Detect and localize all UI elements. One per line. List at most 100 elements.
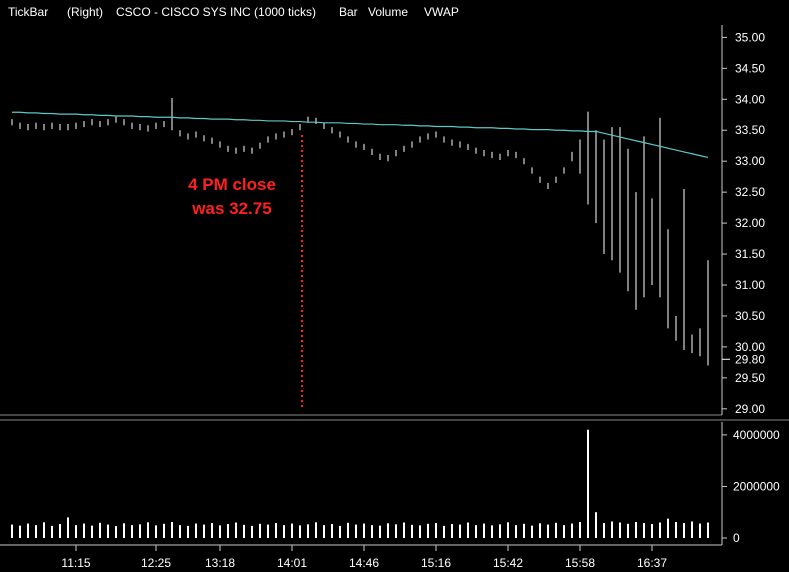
volume-bar xyxy=(483,523,485,538)
y-tick-label: 29.00 xyxy=(735,402,765,416)
volume-bar xyxy=(523,523,525,538)
volume-bar xyxy=(179,525,181,538)
volume-bar xyxy=(307,524,309,538)
volume-bar xyxy=(355,524,357,538)
y-tick-label: 30.00 xyxy=(735,340,765,354)
volume-bar xyxy=(611,521,613,538)
volume-bar xyxy=(515,525,517,538)
volume-bar xyxy=(275,523,277,538)
volume-bar xyxy=(643,523,645,538)
volume-bar xyxy=(91,525,93,538)
y-tick-label: 31.50 xyxy=(735,247,765,261)
volume-bar xyxy=(435,523,437,538)
volume-bar xyxy=(115,526,117,538)
volume-bar xyxy=(139,524,141,538)
volume-bar xyxy=(75,525,77,538)
volume-bar xyxy=(315,522,317,538)
x-tick-label: 11:15 xyxy=(61,556,90,570)
volume-bar xyxy=(203,524,205,538)
volume-bar xyxy=(507,522,509,538)
y-tick-label: 31.00 xyxy=(735,278,765,292)
volume-bar xyxy=(19,525,21,538)
volume-bar xyxy=(427,523,429,538)
volume-bar xyxy=(403,522,405,538)
legend-entry: VWAP xyxy=(424,5,459,19)
volume-bar xyxy=(163,523,165,538)
volume-bar xyxy=(699,523,701,538)
volume-bar xyxy=(147,522,149,538)
volume-bar xyxy=(171,522,173,538)
volume-bar xyxy=(419,525,421,538)
volume-bar xyxy=(235,522,237,538)
x-tick-label: 15:16 xyxy=(421,556,451,570)
volume-bar xyxy=(67,517,69,538)
volume-bar xyxy=(283,525,285,538)
x-tick-label: 14:01 xyxy=(277,556,307,570)
volume-bar xyxy=(619,522,621,538)
volume-bar xyxy=(323,525,325,538)
header-text: CSCO - CISCO SYS INC (1000 ticks) xyxy=(116,5,316,19)
y-tick-label: 32.50 xyxy=(735,185,765,199)
y-tick-label: 34.00 xyxy=(735,92,765,106)
y-tick-label: 2000000 xyxy=(733,479,780,493)
volume-bar xyxy=(331,524,333,538)
volume-bar xyxy=(123,523,125,538)
volume-bar xyxy=(571,523,573,538)
volume-bar xyxy=(11,524,13,538)
volume-bar xyxy=(267,524,269,538)
volume-bar xyxy=(555,522,557,538)
y-tick-label: 32.00 xyxy=(735,216,765,230)
volume-bar xyxy=(99,522,101,538)
legend-entry: Bar xyxy=(339,5,358,19)
volume-bar xyxy=(243,524,245,538)
volume-bar xyxy=(491,525,493,538)
vwap-line xyxy=(12,111,709,159)
volume-bar xyxy=(291,523,293,538)
y-tick-label: 35.00 xyxy=(735,30,765,44)
volume-bar xyxy=(387,523,389,538)
volume-bar xyxy=(467,522,469,538)
volume-bar xyxy=(659,522,661,538)
volume-bar xyxy=(595,512,597,538)
y-tick-label: 34.50 xyxy=(735,61,765,75)
volume-bar xyxy=(27,523,29,538)
volume-bar xyxy=(603,523,605,538)
x-tick-label: 15:58 xyxy=(565,556,595,570)
volume-bar xyxy=(339,525,341,538)
y-tick-label: 30.50 xyxy=(735,309,765,323)
volume-bar xyxy=(195,523,197,538)
volume-bar xyxy=(531,525,533,538)
annotation: 4 PM close xyxy=(188,175,276,194)
volume-bar xyxy=(651,524,653,538)
volume-bar xyxy=(379,525,381,538)
volume-bar xyxy=(475,525,477,538)
volume-bar xyxy=(43,522,45,538)
volume-bar xyxy=(83,523,85,538)
volume-bar xyxy=(675,522,677,538)
x-tick-label: 16:37 xyxy=(637,556,667,570)
x-tick-label: 14:46 xyxy=(349,556,379,570)
volume-bar xyxy=(547,524,549,538)
volume-bar xyxy=(131,525,133,538)
volume-bar xyxy=(395,524,397,538)
volume-bar xyxy=(635,522,637,538)
header-text: TickBar xyxy=(8,5,48,19)
y-tick-label: 0 xyxy=(733,531,740,545)
volume-bar xyxy=(587,429,589,538)
volume-bar xyxy=(667,518,669,538)
volume-bar xyxy=(51,525,53,538)
x-tick-label: 15:42 xyxy=(493,556,523,570)
volume-bar xyxy=(499,524,501,538)
volume-bar xyxy=(451,524,453,538)
volume-bar xyxy=(259,523,261,538)
volume-bar xyxy=(563,525,565,538)
volume-bar xyxy=(707,522,709,538)
volume-bar xyxy=(539,523,541,538)
y-tick-label: 4000000 xyxy=(733,428,780,442)
volume-bar xyxy=(371,525,373,538)
volume-bar xyxy=(227,524,229,538)
volume-bar xyxy=(251,525,253,538)
volume-bar xyxy=(579,522,581,538)
volume-bar xyxy=(411,524,413,538)
volume-bar xyxy=(459,524,461,538)
